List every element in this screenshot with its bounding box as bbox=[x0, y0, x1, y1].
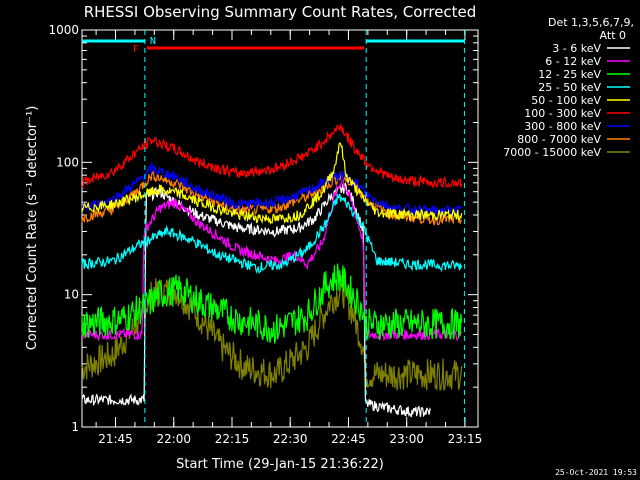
series-layer bbox=[81, 122, 463, 418]
legend-entry-label: 7000 - 15000 keV bbox=[503, 146, 601, 159]
legend-entry-label: 12 - 25 keV bbox=[538, 68, 601, 81]
legend-entry-label: 25 - 50 keV bbox=[538, 81, 601, 94]
chart-title: RHESSI Observing Summary Count Rates, Co… bbox=[84, 3, 477, 21]
night-flag-label: N bbox=[150, 36, 156, 47]
x-tick-label: 23:15 bbox=[448, 432, 483, 446]
x-tick-label: 22:30 bbox=[273, 432, 308, 446]
x-tick-label: 23:00 bbox=[389, 432, 424, 446]
y-tick-label: 1000 bbox=[48, 23, 79, 37]
x-tick-label: 22:45 bbox=[331, 432, 366, 446]
x-tick-label: 21:45 bbox=[98, 432, 133, 446]
series-line bbox=[81, 263, 463, 345]
plot-frame bbox=[81, 29, 479, 428]
y-tick-label: 100 bbox=[56, 155, 79, 169]
x-axis-label: Start Time (29-Jan-15 21:36:22) bbox=[176, 457, 384, 472]
y-tick-label: 1 bbox=[71, 420, 79, 434]
legend-entry-label: 300 - 800 keV bbox=[524, 120, 601, 133]
legend-entry-label: 100 - 300 keV bbox=[524, 107, 601, 120]
y-axis-label: Corrected Count Rate (s⁻¹ detector⁻¹) bbox=[25, 106, 40, 351]
y-tick-label: 10 bbox=[64, 288, 79, 302]
series-line bbox=[81, 182, 432, 418]
x-tick-label: 22:00 bbox=[156, 432, 191, 446]
legend-entry-label: 6 - 12 keV bbox=[545, 55, 601, 68]
legend-entry-label: 800 - 7000 keV bbox=[517, 133, 601, 146]
legend-header: Det 1,3,5,6,7,9, bbox=[548, 16, 634, 29]
legend-entry-label: 3 - 6 keV bbox=[552, 42, 601, 55]
flare-flag-label: F bbox=[133, 44, 139, 55]
footer-timestamp: 25-Oct-2021 19:53 bbox=[555, 468, 637, 477]
legend-entry-label: 50 - 100 keV bbox=[531, 94, 601, 107]
flags-layer: FN bbox=[82, 30, 465, 427]
plot-border bbox=[81, 29, 479, 428]
x-tick-label: 22:15 bbox=[215, 432, 250, 446]
axis-ticks: 1 10 100 1000 21:45 22:00 22:15 22:30 22:45 23:00… bbox=[48, 23, 482, 446]
legend-subheader: Att 0 bbox=[600, 29, 626, 42]
